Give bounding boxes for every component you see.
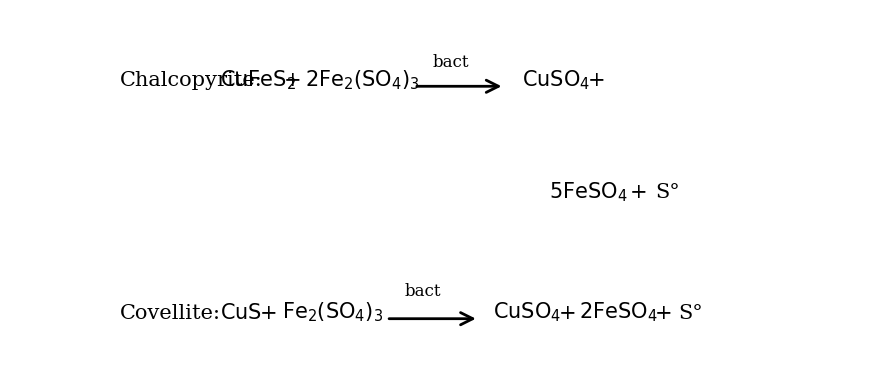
Text: bact: bact bbox=[405, 283, 442, 300]
Text: bact: bact bbox=[433, 54, 470, 71]
Text: +: + bbox=[260, 304, 278, 323]
Text: +: + bbox=[558, 304, 576, 323]
Text: $\mathrm{2FeSO_4}$: $\mathrm{2FeSO_4}$ bbox=[580, 301, 658, 324]
Text: $\mathrm{CuS}$: $\mathrm{CuS}$ bbox=[220, 303, 262, 323]
Text: S°: S° bbox=[678, 304, 702, 323]
Text: $\mathrm{Fe_2(SO_4)_3}$: $\mathrm{Fe_2(SO_4)_3}$ bbox=[282, 301, 383, 324]
Text: $\mathrm{CuSO_4}$: $\mathrm{CuSO_4}$ bbox=[493, 301, 561, 324]
Text: $\mathrm{CuSO_4}$: $\mathrm{CuSO_4}$ bbox=[521, 68, 590, 92]
Text: Chalcopyrite:: Chalcopyrite: bbox=[120, 71, 263, 90]
Text: +: + bbox=[655, 304, 673, 323]
Text: +: + bbox=[284, 71, 302, 90]
Text: +: + bbox=[588, 71, 606, 90]
Text: $\mathrm{5FeSO_4}$: $\mathrm{5FeSO_4}$ bbox=[549, 180, 628, 203]
Text: +: + bbox=[629, 183, 647, 202]
Text: $\mathrm{2Fe_2(SO_4)_3}$: $\mathrm{2Fe_2(SO_4)_3}$ bbox=[305, 68, 419, 92]
Text: Covellite:: Covellite: bbox=[120, 304, 221, 323]
Text: $\mathrm{CuFeS_2}$: $\mathrm{CuFeS_2}$ bbox=[220, 68, 296, 92]
Text: S°: S° bbox=[656, 183, 680, 202]
